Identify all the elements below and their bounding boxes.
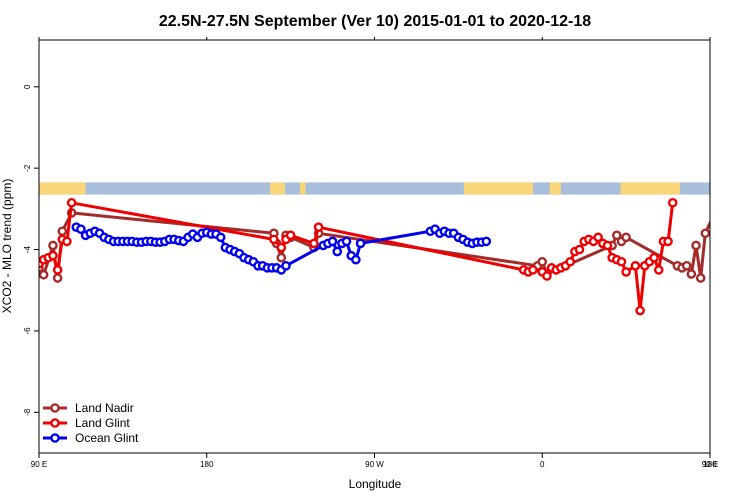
series-0-point-1 xyxy=(39,269,49,280)
series-1-point-16 xyxy=(528,265,538,275)
land-segment-6 xyxy=(714,182,733,194)
series-1-point-31 xyxy=(602,240,613,251)
series-1-point-34 xyxy=(616,256,627,267)
series-1-point-11 xyxy=(285,230,296,241)
series-1-point-8 xyxy=(269,234,279,245)
series-1-point-6 xyxy=(62,236,72,247)
series-1-point-9 xyxy=(276,242,287,253)
series-1-point-25 xyxy=(574,244,585,255)
y-tick-label-0: 0 xyxy=(23,84,32,89)
series-1-point-29 xyxy=(593,232,603,243)
land-segment-4 xyxy=(549,182,561,195)
series-1-point-3 xyxy=(48,250,58,261)
land-segment-0 xyxy=(39,182,86,195)
x-tick-label-end: 180 xyxy=(703,460,717,469)
y-axis-label: XCO2 - MLO trend (ppm) xyxy=(0,179,14,314)
land-ocean-strip xyxy=(39,182,733,195)
series-0-point-17 xyxy=(612,230,622,241)
legend-marker-1 xyxy=(50,418,60,428)
series-1-point-44 xyxy=(667,197,678,208)
series-1-point-37 xyxy=(635,305,645,316)
y-tick-label-3: -6 xyxy=(23,327,32,335)
land-segment-3 xyxy=(463,182,533,195)
series-2-point-1 xyxy=(76,224,86,235)
y-tick-label-4: -8 xyxy=(23,408,32,416)
series-1-point-41 xyxy=(653,265,664,275)
series-1-point-18 xyxy=(542,271,552,281)
series-1-point-40 xyxy=(649,252,659,263)
chart-title: 22.5N-27.5N September (Ver 10) 2015-01-0… xyxy=(159,13,591,30)
x-tick-label-1: 180 xyxy=(200,460,214,469)
series-0-point-25 xyxy=(695,273,706,283)
series-layer xyxy=(39,197,710,316)
legend-marker-2 xyxy=(50,433,60,443)
series-2-point-49 xyxy=(332,246,343,257)
x-tick-label-2: 90 W xyxy=(365,460,384,469)
series-1-point-23 xyxy=(565,256,576,267)
series-0-point-19 xyxy=(621,232,631,243)
land-segment-2 xyxy=(299,182,306,195)
series-2-point-48 xyxy=(327,236,338,247)
y-axis: 0 -2 -4 -6 -8 xyxy=(23,84,39,416)
x-tick-label-3: 0 xyxy=(540,460,545,469)
series-0-point-27 xyxy=(709,211,710,215)
x-axis-label: Longitude xyxy=(349,477,402,491)
y-tick-label-2: -4 xyxy=(23,245,32,253)
land-segment-1 xyxy=(270,182,286,195)
series-0-point-8 xyxy=(276,252,287,263)
series-2-point-67 xyxy=(481,236,492,247)
x-tick-label-4: 90 E xyxy=(702,460,718,469)
series-1-point-13 xyxy=(313,222,324,232)
ocean-band xyxy=(39,182,710,195)
legend-label-0: Land Nadir xyxy=(75,401,134,415)
y-tick-label-1: -2 xyxy=(23,164,32,172)
land-segment-5 xyxy=(620,182,681,195)
series-2-point-45 xyxy=(281,261,291,271)
x-tick-label-0: 90 E xyxy=(31,460,47,469)
series-1-point-43 xyxy=(663,236,673,247)
series-0-point-4 xyxy=(57,226,68,237)
series-0-point-24 xyxy=(691,240,701,251)
series-1-point-12 xyxy=(309,238,319,249)
series-2-point-51 xyxy=(341,236,352,247)
series-0-point-2 xyxy=(48,240,58,251)
series-0-point-14 xyxy=(537,256,548,267)
series-0-point-23 xyxy=(686,269,697,279)
series-1-point-35 xyxy=(621,267,631,277)
series-1-point-4 xyxy=(52,265,63,275)
series-0-point-22 xyxy=(681,261,692,271)
series-1-point-36 xyxy=(630,261,641,271)
series-2-point-54 xyxy=(355,238,366,249)
series-2-point-31 xyxy=(215,232,226,243)
series-0-point-3 xyxy=(52,273,63,283)
legend-label-2: Ocean Glint xyxy=(75,431,139,445)
legend-label-1: Land Glint xyxy=(75,416,130,430)
series-1-point-7 xyxy=(66,197,77,208)
series-2-point-53 xyxy=(351,254,361,265)
series-0-point-26 xyxy=(700,228,710,239)
legend-marker-0 xyxy=(50,403,60,413)
